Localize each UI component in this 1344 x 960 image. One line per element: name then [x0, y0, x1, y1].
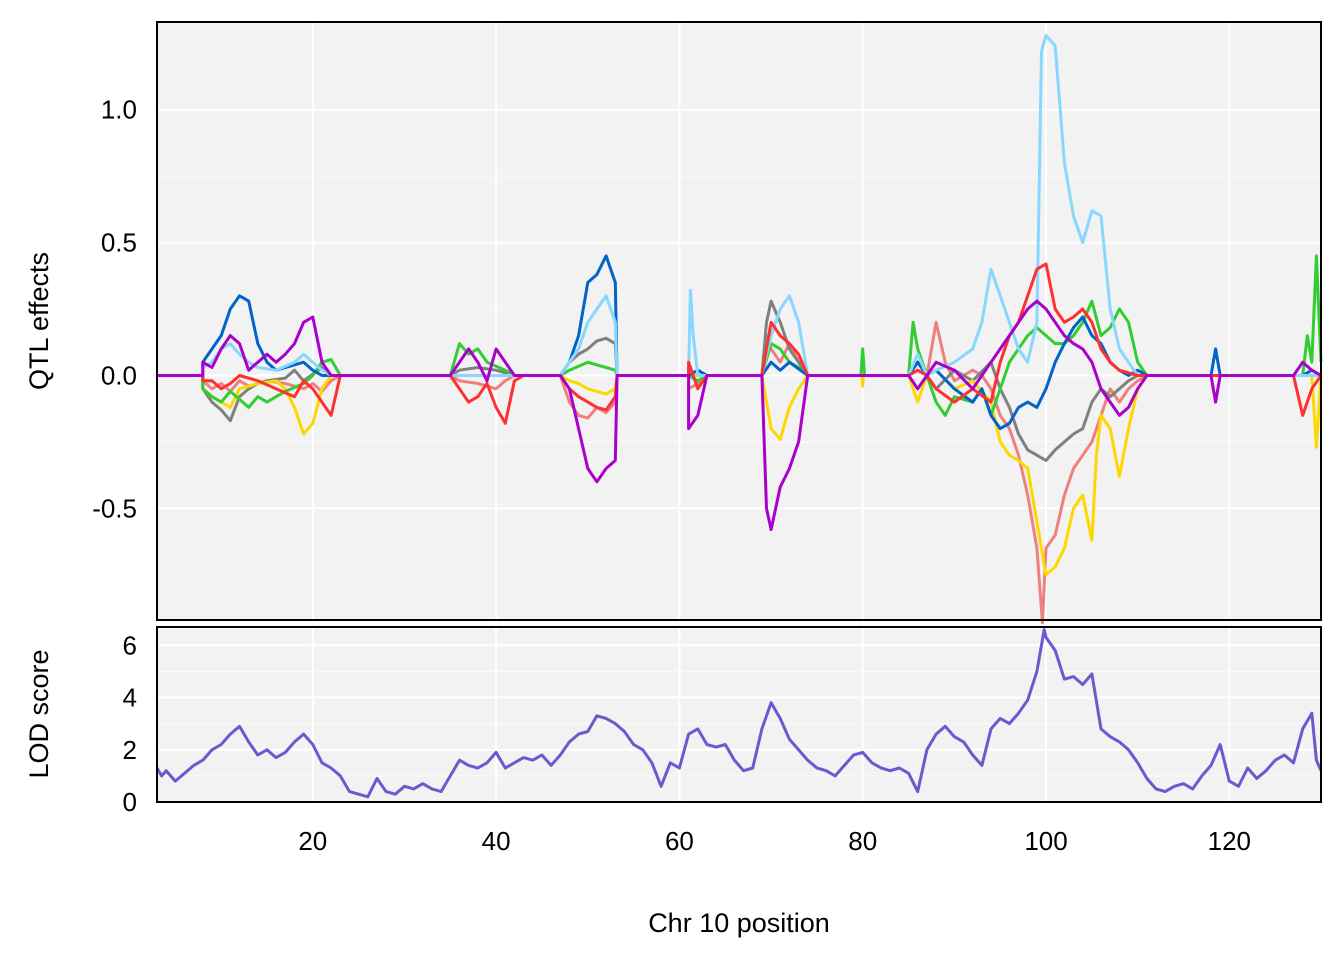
lod-y-label: LOD score	[24, 649, 54, 778]
lod-y-ticks: 0 2 4 6	[123, 630, 137, 817]
x-axis-label: Chr 10 position	[648, 908, 830, 938]
effects-series-line-7	[157, 262, 1323, 425]
effects-series-line-3	[157, 368, 1323, 577]
effects-y-tick-label: -0.5	[92, 493, 137, 523]
lod-panel-border	[156, 626, 1322, 803]
x-tick-label: 100	[1024, 826, 1067, 856]
x-tick-label: 20	[298, 826, 327, 856]
lod-y-tick-label: 0	[123, 787, 137, 817]
effects-y-label: QTL effects	[24, 252, 54, 390]
effects-y-tick-label: 0.5	[101, 228, 137, 258]
lod-y-tick-label: 2	[123, 735, 137, 765]
lod-panel: 0 2 4 6 20 40 60 80 100 120 LOD score Chr 10 pos…	[24, 626, 1323, 938]
x-tick-label: 80	[848, 826, 877, 856]
x-tick-label: 120	[1208, 826, 1251, 856]
lod-series-line-1	[155, 628, 1323, 799]
lod-y-tick-label: 4	[123, 683, 137, 713]
effects-series-line-8	[157, 299, 1322, 532]
lod-y-tick-label: 6	[123, 630, 137, 660]
lod-series	[155, 628, 1323, 799]
effects-panel-border	[156, 21, 1322, 621]
effects-y-ticks: -0.5 0.0 0.5 1.0	[92, 95, 137, 524]
x-ticks: 20 40 60 80 100 120	[298, 826, 1251, 856]
effects-y-tick-label: 1.0	[101, 95, 137, 125]
x-tick-label: 60	[665, 826, 694, 856]
x-tick-label: 40	[482, 826, 511, 856]
effects-y-tick-label: 0.0	[101, 360, 137, 390]
effects-panel: -0.5 0.0 0.5 1.0 QTL effects	[24, 21, 1323, 625]
lod-panel-background	[157, 627, 1321, 802]
effects-series	[157, 33, 1323, 625]
effects-series-line-6	[157, 33, 1321, 377]
effects-panel-background	[157, 22, 1321, 620]
